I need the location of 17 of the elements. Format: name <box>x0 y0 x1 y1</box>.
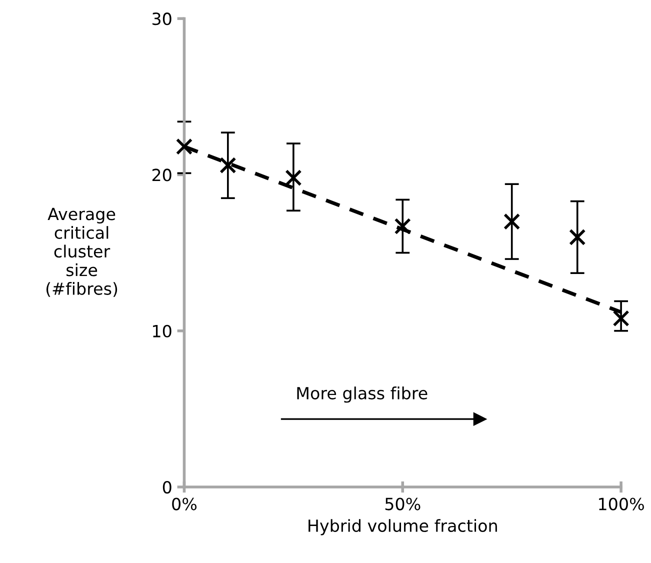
y-tick-label: 10 <box>153 324 172 338</box>
x-axis-title: Hybrid volume fraction <box>308 519 497 536</box>
y-tick-label: 30 <box>152 12 172 26</box>
point <box>220 157 236 174</box>
point <box>394 218 411 235</box>
point <box>176 138 193 155</box>
y-tick-label: 20 <box>152 168 172 182</box>
point <box>504 213 520 230</box>
annotation: More glass fibre <box>297 386 428 403</box>
x-tick-label: 50% <box>385 498 420 510</box>
x-tick-label: 0% <box>172 498 197 510</box>
y-axis-title: Average critical cluster size (#fibres) <box>46 208 118 297</box>
y-tick-label: 0 <box>162 480 172 494</box>
x-tick-label: 100% <box>599 498 644 510</box>
point <box>569 228 586 246</box>
point <box>285 170 302 186</box>
point <box>612 310 630 327</box>
